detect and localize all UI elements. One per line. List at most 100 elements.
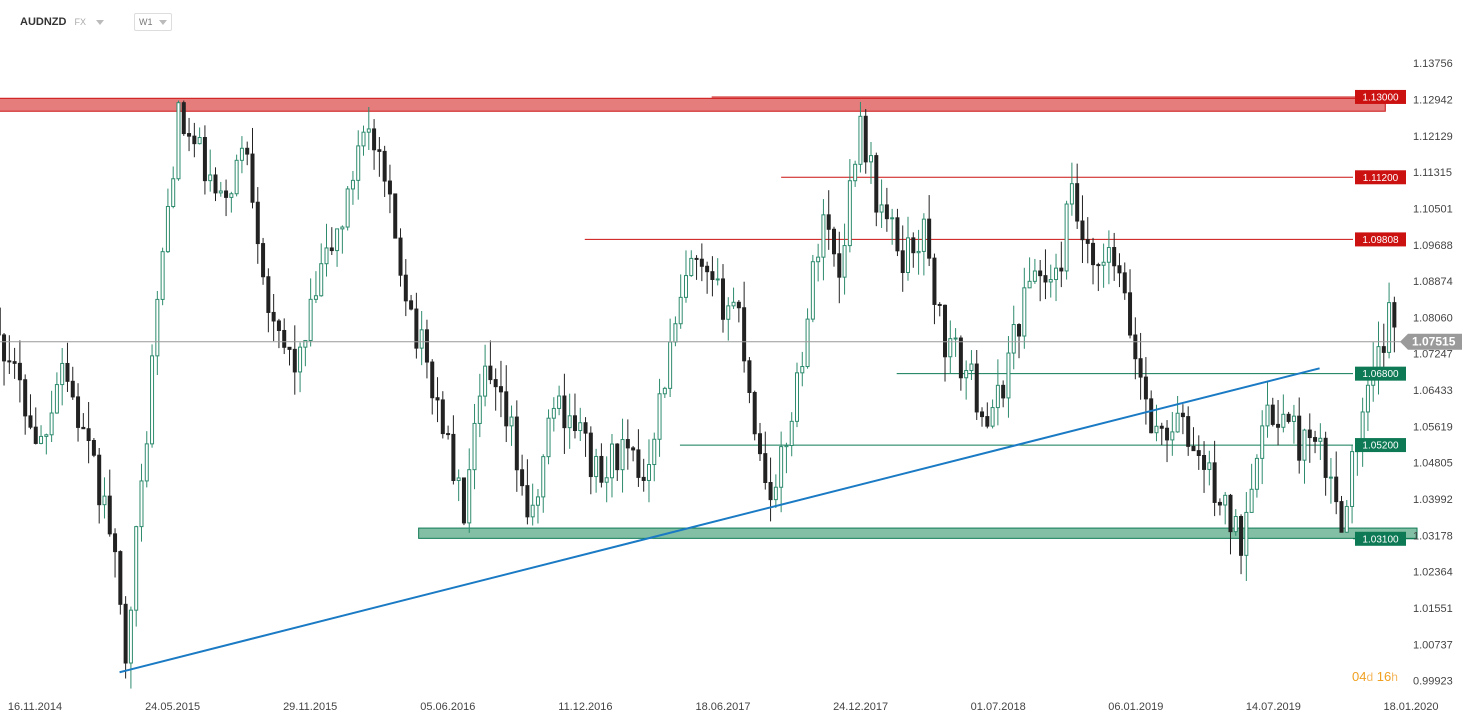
candle xyxy=(1328,458,1333,504)
candle xyxy=(340,225,345,254)
candle xyxy=(620,418,625,493)
candle xyxy=(747,357,752,404)
y-tick-label: 1.03178 xyxy=(1413,530,1453,542)
candle xyxy=(557,385,562,416)
candle xyxy=(107,469,112,537)
candle xyxy=(2,333,7,386)
candle xyxy=(350,170,355,205)
candle xyxy=(1392,296,1397,353)
y-tick-label: 1.09688 xyxy=(1413,240,1453,252)
candle xyxy=(567,393,572,449)
candle xyxy=(990,399,995,429)
candle xyxy=(1265,380,1270,438)
candle xyxy=(932,253,937,325)
candle xyxy=(974,349,979,420)
x-tick-label: 18.01.2020 xyxy=(1383,701,1438,713)
candle xyxy=(76,383,81,442)
x-tick-label: 05.06.2016 xyxy=(420,701,475,713)
candle xyxy=(816,243,821,282)
candle xyxy=(1334,451,1339,515)
candle xyxy=(160,247,165,306)
candle xyxy=(1297,397,1302,474)
candle xyxy=(779,431,784,513)
candle xyxy=(187,117,192,152)
resistance-zone xyxy=(0,97,1386,112)
price-tag-label: 1.09808 xyxy=(1362,235,1399,246)
candle xyxy=(1075,163,1080,229)
price-tag-label: 1.11200 xyxy=(1363,173,1399,184)
timeframe-selector[interactable]: W1 xyxy=(133,13,173,31)
candle xyxy=(276,318,281,349)
candle xyxy=(17,340,22,403)
candle xyxy=(683,250,688,303)
candle xyxy=(995,359,1000,426)
timeframe-label: W1 xyxy=(138,17,153,27)
candle xyxy=(689,250,694,277)
candle xyxy=(572,393,577,439)
candle xyxy=(742,281,747,373)
market-dropdown-icon[interactable] xyxy=(95,19,104,25)
candle xyxy=(636,429,641,487)
candle xyxy=(715,258,720,286)
candle xyxy=(1091,237,1096,285)
candle xyxy=(916,229,921,275)
candle xyxy=(1318,423,1323,461)
candle xyxy=(287,346,292,366)
candle xyxy=(906,216,911,281)
candle xyxy=(12,347,17,379)
candle xyxy=(266,268,271,333)
candle xyxy=(398,228,403,287)
candle xyxy=(1260,410,1265,485)
candle xyxy=(863,109,868,174)
candle xyxy=(710,256,715,297)
candle xyxy=(726,297,731,341)
trendline[interactable] xyxy=(119,367,1320,674)
candle xyxy=(1006,336,1011,418)
candle xyxy=(1133,317,1138,380)
candle xyxy=(805,308,810,369)
candle xyxy=(292,325,297,395)
candle xyxy=(229,191,234,213)
candle xyxy=(86,402,91,464)
candle xyxy=(504,365,509,443)
candle xyxy=(535,489,540,524)
candle xyxy=(65,342,70,392)
candle xyxy=(562,373,567,454)
candle xyxy=(7,335,12,375)
candle xyxy=(1307,413,1312,463)
candle xyxy=(736,300,741,323)
x-tick-label: 24.12.2017 xyxy=(833,701,888,713)
candle xyxy=(308,278,313,347)
candle xyxy=(900,225,905,292)
y-tick-label: 1.10501 xyxy=(1413,203,1453,215)
candle xyxy=(1170,411,1175,456)
candle xyxy=(197,127,202,145)
candle xyxy=(91,437,96,458)
candle xyxy=(245,141,250,166)
candle xyxy=(705,261,710,294)
candle xyxy=(97,447,102,524)
candle xyxy=(128,606,133,689)
y-tick-label: 1.03992 xyxy=(1413,494,1453,506)
candle xyxy=(1212,440,1217,517)
candle xyxy=(1233,509,1238,536)
candle-countdown: 04d 16h xyxy=(1352,669,1398,684)
candle xyxy=(821,199,826,281)
candle xyxy=(890,208,895,245)
candle xyxy=(858,101,863,173)
candle xyxy=(477,373,482,438)
candle xyxy=(123,596,128,679)
candle xyxy=(810,254,815,323)
candle xyxy=(1038,260,1043,302)
candle xyxy=(345,186,350,231)
candle xyxy=(1360,397,1365,467)
support-zone xyxy=(418,527,1418,539)
candle xyxy=(1239,514,1244,575)
candle xyxy=(1043,249,1048,300)
y-tick-label: 1.02364 xyxy=(1413,567,1453,579)
candle xyxy=(372,119,377,170)
candle xyxy=(39,425,44,445)
candle xyxy=(1101,243,1106,288)
candle xyxy=(541,454,546,513)
